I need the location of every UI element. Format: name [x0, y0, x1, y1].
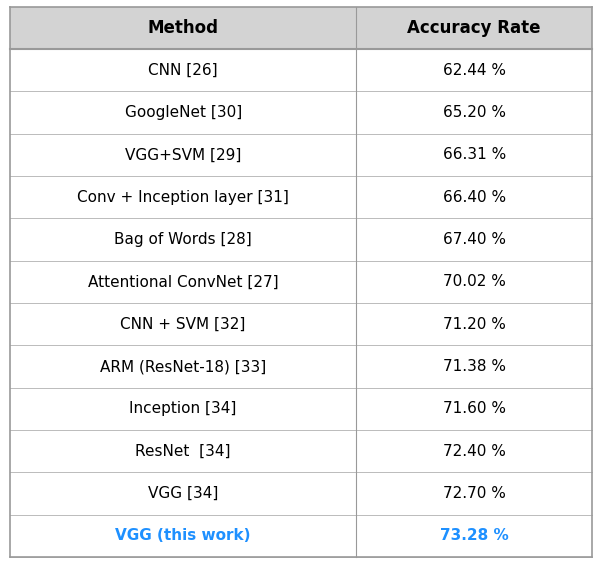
Text: ResNet  [34]: ResNet [34]	[135, 443, 231, 459]
Text: ARM (ResNet-18) [33]: ARM (ResNet-18) [33]	[100, 359, 266, 374]
Text: 72.70 %: 72.70 %	[442, 486, 506, 501]
Text: CNN [26]: CNN [26]	[148, 63, 218, 78]
Text: Bag of Words [28]: Bag of Words [28]	[114, 232, 252, 247]
Text: Method: Method	[147, 19, 219, 37]
Text: 65.20 %: 65.20 %	[442, 105, 506, 120]
Text: Inception [34]: Inception [34]	[129, 401, 237, 416]
Text: Conv + Inception layer [31]: Conv + Inception layer [31]	[77, 189, 289, 205]
Text: 73.28 %: 73.28 %	[440, 528, 509, 543]
Text: GoogleNet [30]: GoogleNet [30]	[125, 105, 242, 120]
Text: 67.40 %: 67.40 %	[442, 232, 506, 247]
Text: Accuracy Rate: Accuracy Rate	[408, 19, 541, 37]
Text: 71.38 %: 71.38 %	[442, 359, 506, 374]
Text: VGG [34]: VGG [34]	[148, 486, 219, 501]
Text: VGG+SVM [29]: VGG+SVM [29]	[125, 147, 241, 162]
Text: 66.31 %: 66.31 %	[442, 147, 506, 162]
Text: 71.60 %: 71.60 %	[442, 401, 506, 416]
Text: 62.44 %: 62.44 %	[442, 63, 506, 78]
Text: VGG (this work): VGG (this work)	[116, 528, 251, 543]
Text: CNN + SVM [32]: CNN + SVM [32]	[120, 316, 246, 332]
Text: 71.20 %: 71.20 %	[442, 316, 506, 332]
Text: Attentional ConvNet [27]: Attentional ConvNet [27]	[88, 274, 279, 289]
Text: 66.40 %: 66.40 %	[442, 189, 506, 205]
Bar	[10, 7, 592, 49]
Text: 70.02 %: 70.02 %	[442, 274, 506, 289]
Text: 72.40 %: 72.40 %	[442, 443, 506, 459]
